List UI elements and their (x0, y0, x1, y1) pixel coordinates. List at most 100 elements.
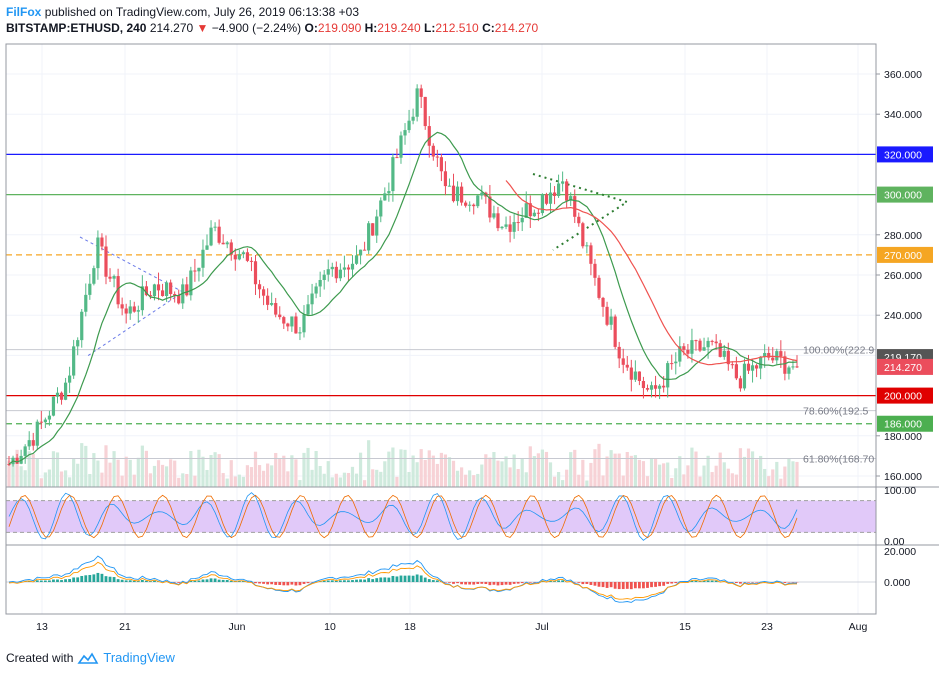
volume-bar (148, 473, 153, 487)
volume-bar (613, 453, 617, 487)
price-tick-label: 160.000 (884, 471, 922, 483)
volume-bar (577, 474, 581, 487)
macd-histogram-bar (262, 582, 265, 584)
volume-bar (375, 469, 379, 487)
volume-bar (76, 463, 80, 487)
candle-body (645, 388, 650, 390)
volume-bar (43, 472, 47, 487)
candle-body (585, 245, 589, 247)
stochastic-pane[interactable] (6, 492, 876, 541)
candle-body (476, 195, 480, 207)
candle-body (144, 286, 148, 296)
volume-bar (468, 470, 472, 487)
volume-bar (55, 452, 60, 487)
candle-body (302, 314, 306, 333)
tradingview-link[interactable]: TradingView (103, 650, 175, 665)
macd-histogram-bar (395, 576, 399, 582)
candle-body (217, 226, 221, 243)
macd-histogram-bar (108, 576, 112, 582)
volume-bar (278, 458, 282, 487)
volume-bar (39, 478, 43, 487)
volume-bar (140, 445, 144, 487)
candle-body (464, 202, 468, 206)
volume-bar (152, 465, 157, 487)
macd-histogram-bar (605, 582, 609, 588)
macd-histogram-bar (84, 575, 88, 582)
macd-histogram-bar (512, 582, 516, 584)
volume-bar (561, 480, 565, 487)
volume-bar (403, 449, 407, 487)
macd-histogram-bar (241, 581, 245, 582)
candle-body (532, 212, 536, 217)
candle-body (363, 249, 367, 251)
symbol-label[interactable]: BITSTAMP:ETHUSD, 240 (6, 21, 147, 35)
price-axis[interactable]: 360.000 340.000 280.000 260.000 240.000 180.0… (876, 69, 933, 589)
pane-frames (5, 43, 939, 615)
volume-bar (193, 475, 197, 487)
macd-histogram-bar (104, 576, 108, 582)
candle-body (775, 351, 779, 361)
volume-bar (290, 455, 294, 487)
candle-body (338, 269, 342, 279)
volume-bar (411, 455, 415, 487)
volume-bars (7, 440, 799, 487)
volume-bar (165, 466, 169, 487)
candle-body (209, 227, 213, 246)
candle-body (160, 290, 165, 297)
volume-bar (241, 476, 245, 487)
candle-body (257, 284, 262, 290)
candle-body (427, 126, 431, 146)
volume-bar (213, 452, 217, 487)
change-value: −4.900 (−2.24%) (211, 21, 302, 35)
volume-bar (496, 460, 500, 487)
candle-body (205, 245, 209, 250)
volume-bar (338, 477, 342, 487)
macd-histogram-bar (714, 580, 718, 582)
volume-bar (629, 455, 633, 487)
macd-histogram-bar (642, 582, 645, 589)
macd-histogram-bar (229, 580, 233, 582)
volume-bar (156, 460, 161, 487)
macd-histogram-bar (217, 579, 221, 582)
volume-bar (750, 451, 755, 487)
candle-body (629, 367, 633, 380)
macd-pane[interactable] (6, 555, 876, 603)
candle-body (468, 204, 472, 206)
author-link[interactable]: FilFox (6, 5, 42, 19)
volume-bar (625, 452, 629, 487)
candle-body (581, 223, 585, 247)
tradingview-cloud-icon (77, 651, 99, 664)
candle-body (112, 276, 116, 279)
volume-bar (459, 467, 464, 487)
volume-bar (100, 472, 104, 487)
volume-bar (160, 464, 165, 487)
volume-bar (641, 461, 646, 487)
macd-histogram-bar (149, 581, 152, 582)
macd-histogram-bar (282, 582, 286, 586)
volume-bar (512, 454, 516, 487)
candle-body (556, 183, 561, 196)
macd-histogram-bar (617, 582, 621, 590)
time-axis[interactable]: 13 21 Jun 10 18 Jul 15 23 Aug (36, 621, 867, 633)
volume-bar (354, 473, 359, 487)
macd-histogram-bar (64, 579, 67, 582)
volume-bar (791, 461, 795, 487)
candle-body (552, 192, 557, 196)
macd-histogram-bar (205, 579, 209, 582)
macd-histogram-bar (355, 579, 358, 582)
candle-body (536, 212, 540, 214)
time-tick-label: Aug (849, 621, 868, 633)
macd-histogram-bar (690, 580, 694, 582)
candle-body (249, 260, 254, 262)
candles[interactable] (7, 84, 799, 467)
candle-body (759, 356, 763, 369)
candle-body (674, 361, 678, 364)
candle-body (601, 297, 605, 307)
macd-histogram-bar (286, 582, 290, 586)
macd-histogram-bar (747, 582, 750, 583)
volume-bar (565, 469, 569, 487)
horizontal-levels[interactable]: 100.00%(222.9 78.60%(192.5 61.80%(168.70 (6, 153, 876, 466)
candle-body (148, 295, 153, 297)
macd-histogram-bar (625, 582, 629, 589)
